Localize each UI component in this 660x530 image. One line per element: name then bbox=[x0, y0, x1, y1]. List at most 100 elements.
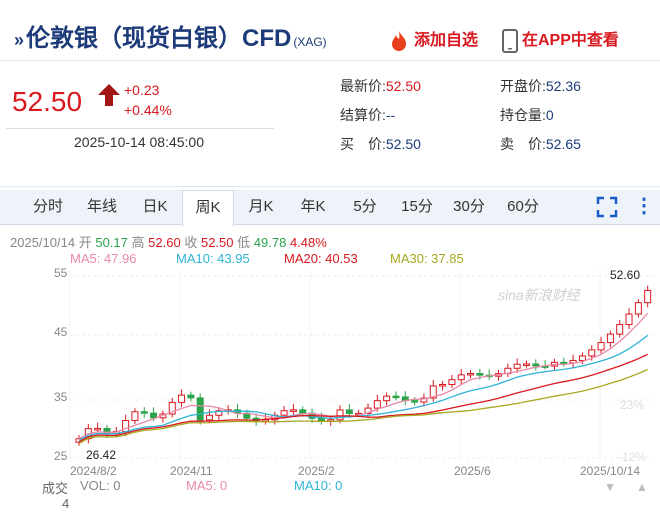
candle-body bbox=[467, 372, 475, 376]
y-tick-55: 55 bbox=[54, 266, 68, 280]
ma5-readout: MA5: 47.96 bbox=[70, 251, 137, 266]
open-in-app-button[interactable]: 在APP中查看 bbox=[502, 26, 619, 53]
y-tick-25: 25 bbox=[54, 449, 68, 463]
tab-5min[interactable]: 5分 bbox=[353, 198, 377, 215]
candle-body bbox=[634, 302, 642, 315]
volume-collapse-icon[interactable]: ▼ bbox=[604, 480, 616, 494]
volume-expand-icon[interactable]: ▲ bbox=[636, 480, 648, 494]
ma10-line bbox=[78, 334, 649, 441]
volume-axis-tick: 4 bbox=[62, 496, 70, 511]
ma20-line bbox=[78, 353, 648, 443]
tab-yearline[interactable]: 年线 bbox=[86, 198, 117, 215]
ma5-line bbox=[78, 312, 649, 440]
y-tick-35: 35 bbox=[54, 390, 68, 404]
chevron-right-icon: » bbox=[14, 30, 25, 50]
candle-body bbox=[429, 385, 437, 399]
x-tick: 2025/10/14 bbox=[580, 464, 641, 478]
page-header: »伦敦银（现货白银）CFD (XAG) 添加自选 在APP中查看 bbox=[0, 0, 660, 61]
candle-body bbox=[597, 342, 605, 351]
candle-body bbox=[411, 400, 419, 403]
candle-body bbox=[522, 363, 530, 366]
volume-ma10: MA10: 0 bbox=[294, 478, 343, 493]
candle-body bbox=[150, 412, 158, 419]
last-price: 52.50 bbox=[12, 86, 83, 117]
candle-body bbox=[420, 397, 428, 403]
bid-price-field: 买 价:52.50 bbox=[340, 136, 421, 152]
page-title: »伦敦银（现货白银）CFD (XAG) bbox=[14, 25, 327, 52]
candle-body bbox=[373, 400, 381, 409]
candle-body bbox=[94, 427, 102, 431]
candle-body bbox=[280, 410, 288, 416]
fullscreen-icon[interactable] bbox=[596, 196, 618, 218]
period-tabs: 分时 年线 日K 周K 月K 年K 5分 15分 30分 60分 ⋮ bbox=[0, 190, 660, 226]
tab-15min[interactable]: 15分 bbox=[401, 198, 433, 215]
candle-body bbox=[588, 349, 596, 357]
candle-body bbox=[336, 409, 344, 421]
price-change: +0.23 +0.44% bbox=[124, 80, 172, 120]
add-watchlist-button[interactable]: 添加自选 bbox=[388, 26, 478, 52]
tab-monthly-k[interactable]: 月K bbox=[248, 198, 274, 215]
volume-ma5: MA5: 0 bbox=[186, 478, 228, 493]
candle-body bbox=[206, 414, 214, 421]
open-interest-field: 持仓量:0 bbox=[500, 107, 554, 123]
ohlc-readout: 2025/10/14 开 50.17 高 52.60 收 52.50 低 49.… bbox=[10, 235, 327, 250]
ma20-readout: MA20: 40.53 bbox=[284, 251, 358, 266]
candle-body bbox=[448, 379, 456, 386]
candle-body bbox=[644, 289, 652, 304]
candle-body bbox=[140, 411, 148, 414]
candle-body bbox=[476, 372, 484, 376]
candle-body bbox=[578, 355, 586, 361]
candle-body bbox=[439, 384, 447, 387]
more-options-icon[interactable]: ⋮ bbox=[634, 195, 654, 217]
candle-body bbox=[196, 397, 204, 421]
sina-watermark: sina新浪财经 bbox=[498, 287, 582, 303]
latest-price-field: 最新价:52.50 bbox=[340, 78, 421, 94]
change-percent: +0.44% bbox=[124, 102, 172, 118]
pct-tick-23: 23% bbox=[620, 398, 645, 412]
y-tick-45: 45 bbox=[54, 325, 68, 339]
divider bbox=[6, 128, 274, 129]
pct-tick-neg12: -12% bbox=[618, 450, 647, 464]
ma30-line bbox=[78, 368, 648, 444]
open-price-field: 开盘价:52.36 bbox=[500, 78, 581, 94]
fire-icon bbox=[392, 30, 406, 51]
ma10-readout: MA10: 43.95 bbox=[176, 251, 250, 266]
tab-weekly-k[interactable]: 周K bbox=[182, 190, 234, 226]
ma30-readout: MA30: 37.85 bbox=[390, 251, 464, 266]
candle-body bbox=[383, 395, 391, 402]
candle-body bbox=[289, 409, 297, 412]
volume-label: 成交 bbox=[42, 481, 69, 496]
candle-body bbox=[168, 401, 176, 415]
tab-30min[interactable]: 30分 bbox=[453, 198, 485, 215]
kline-panel bbox=[0, 186, 660, 530]
tab-60min[interactable]: 60分 bbox=[507, 198, 539, 215]
quote-timestamp: 2025-10-14 08:45:00 bbox=[74, 134, 204, 150]
x-tick: 2025/2 bbox=[298, 464, 335, 478]
settle-price-field: 结算价:-- bbox=[340, 107, 396, 123]
x-tick: 2025/6 bbox=[454, 464, 491, 478]
x-tick: 2024/8/2 bbox=[70, 464, 117, 478]
change-value: +0.23 bbox=[124, 82, 160, 98]
phone-icon bbox=[502, 28, 518, 53]
candle-body bbox=[457, 374, 465, 381]
candle-body bbox=[131, 411, 139, 422]
candle-body bbox=[625, 313, 633, 326]
tab-intraday[interactable]: 分时 bbox=[32, 198, 63, 215]
candle-body bbox=[187, 394, 195, 399]
min-price-label: 26.42 bbox=[86, 448, 117, 462]
ask-price-field: 卖 价:52.65 bbox=[500, 136, 581, 152]
candle-body bbox=[392, 395, 400, 399]
candle-body bbox=[616, 324, 624, 335]
candle-body bbox=[513, 363, 521, 369]
tab-yearly-k[interactable]: 年K bbox=[300, 198, 326, 215]
candle-body bbox=[532, 363, 540, 367]
volume-readout: VOL: 0 bbox=[80, 478, 121, 493]
arrow-up-icon bbox=[98, 84, 120, 106]
x-tick: 2024/11 bbox=[170, 464, 213, 478]
tab-daily-k[interactable]: 日K bbox=[142, 198, 168, 215]
candle-body bbox=[299, 409, 307, 414]
max-price-label: 52.60 bbox=[610, 268, 641, 282]
candle-body bbox=[345, 409, 353, 414]
candle-body bbox=[178, 394, 186, 403]
